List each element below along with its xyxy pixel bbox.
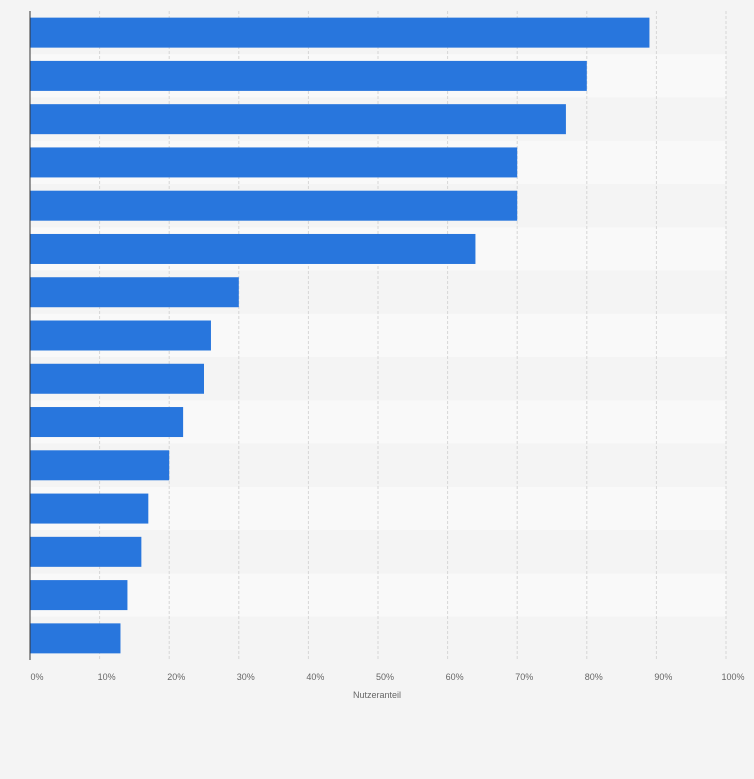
bar[interactable] xyxy=(30,104,566,135)
bar[interactable] xyxy=(30,190,518,221)
bar[interactable] xyxy=(30,363,204,394)
bar[interactable] xyxy=(30,450,170,481)
x-tick-label: 10% xyxy=(98,672,116,682)
x-tick-label: 0% xyxy=(30,672,43,682)
bar[interactable] xyxy=(30,233,476,264)
bar[interactable] xyxy=(30,147,518,178)
bar[interactable] xyxy=(30,623,121,654)
bar[interactable] xyxy=(30,17,650,48)
x-tick-label: 20% xyxy=(167,672,185,682)
bar[interactable] xyxy=(30,580,128,611)
x-tick-label: 30% xyxy=(237,672,255,682)
bar[interactable] xyxy=(30,60,587,91)
x-tick-label: 70% xyxy=(515,672,533,682)
bar[interactable] xyxy=(30,320,211,351)
bars xyxy=(30,17,650,654)
bar[interactable] xyxy=(30,536,142,567)
x-tick-labels: 0% 10% 20% 30% 40% 50% 60% 70% 80% 90% 100% xyxy=(30,672,744,682)
x-tick-label: 100% xyxy=(721,672,744,682)
x-tick-label: 60% xyxy=(446,672,464,682)
x-tick-label: 40% xyxy=(306,672,324,682)
bar[interactable] xyxy=(30,407,184,438)
x-axis-title: Nutzeranteil xyxy=(353,690,401,700)
bar[interactable] xyxy=(30,493,149,524)
x-tick-label: 90% xyxy=(654,672,672,682)
bar[interactable] xyxy=(30,277,239,308)
row-band xyxy=(30,573,726,617)
x-tick-label: 50% xyxy=(376,672,394,682)
x-tick-label: 80% xyxy=(585,672,603,682)
